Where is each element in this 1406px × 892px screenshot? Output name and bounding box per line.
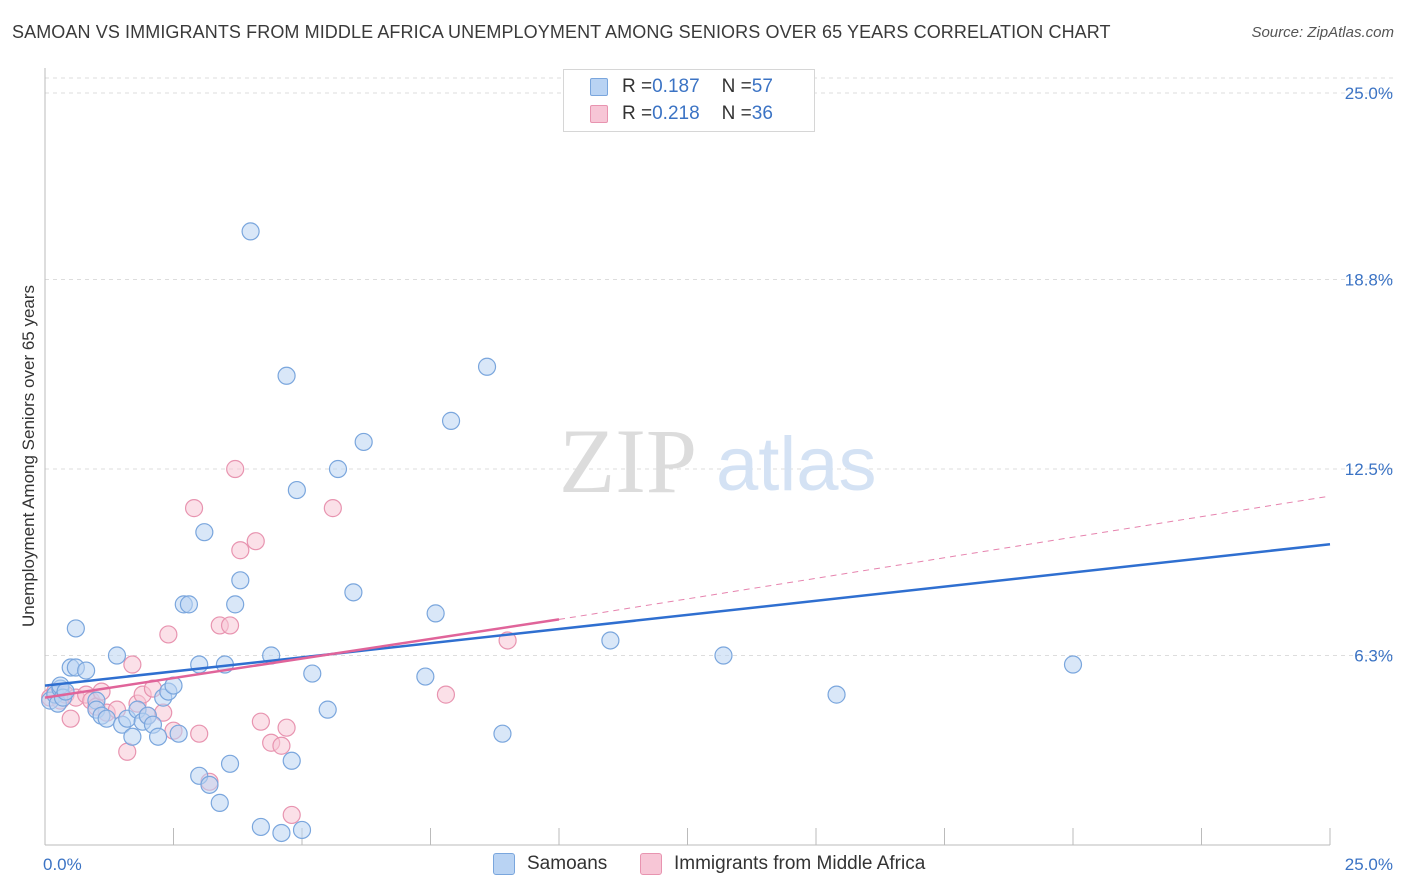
- legend-r-value: 0.218: [652, 103, 700, 124]
- samoans-point: [292, 820, 312, 840]
- samoans-point: [318, 700, 337, 719]
- immigrants-point: [220, 616, 240, 635]
- immigrants-point: [251, 712, 270, 731]
- immigrants-point: [190, 724, 209, 743]
- y-tick-label: 18.8%: [1345, 271, 1393, 290]
- samoans-point: [416, 667, 435, 686]
- watermark: ZIP atlas: [559, 410, 877, 512]
- legend-r-value: 0.187: [652, 76, 700, 97]
- samoans-points: [41, 222, 1083, 843]
- samoans-point: [601, 631, 620, 650]
- samoans-point: [169, 724, 188, 743]
- bottom-legend-label-immigrants: Immigrants from Middle Africa: [674, 853, 926, 874]
- samoans-point: [1063, 655, 1083, 674]
- samoans-point: [210, 793, 229, 812]
- legend-swatch-immigrants: [590, 105, 608, 123]
- bottom-legend-samoans: Samoans: [493, 851, 607, 877]
- immigrants-trend-extension: [558, 495, 1331, 620]
- samoans-point: [66, 619, 85, 638]
- source-credit: Source: ZipAtlas.com: [1251, 24, 1394, 41]
- samoans-point: [241, 222, 260, 241]
- samoans-point: [493, 724, 512, 743]
- legend-row-immigrants: R = 0.218 N = 36: [590, 102, 773, 126]
- samoans-point: [426, 604, 445, 623]
- samoans-point: [328, 459, 348, 479]
- samoans-point: [195, 523, 214, 542]
- immigrants-point: [118, 742, 137, 761]
- samoans-point: [354, 432, 373, 452]
- immigrants-point: [277, 718, 296, 737]
- immigrants-point: [123, 655, 142, 674]
- immigrants-point: [226, 459, 245, 479]
- samoans-point: [277, 366, 296, 385]
- samoans-point: [200, 775, 219, 794]
- axes: [44, 68, 1331, 846]
- samoans-point: [714, 646, 733, 665]
- samoans-point: [477, 357, 497, 376]
- trend-lines: [44, 495, 1331, 699]
- samoans-point: [303, 664, 322, 683]
- legend-n-label: N =: [721, 76, 752, 97]
- gridlines: [45, 77, 1395, 657]
- immigrants-trend-line: [44, 618, 560, 699]
- legend-swatch-samoans: [590, 78, 608, 96]
- bottom-legend-label-samoans: Samoans: [527, 853, 608, 874]
- samoans-point: [77, 661, 96, 680]
- immigrants-point: [184, 499, 204, 518]
- samoans-point: [107, 646, 127, 665]
- bottom-legend-swatch-samoans: [493, 853, 515, 875]
- immigrants-point: [231, 541, 250, 560]
- y-tick-label: 25.0%: [1345, 84, 1393, 103]
- legend-n-label: N =: [721, 103, 752, 124]
- legend-n-value: 57: [751, 76, 773, 97]
- samoans-point: [272, 823, 291, 843]
- samoans-point: [56, 682, 75, 701]
- samoans-point: [220, 754, 240, 773]
- samoans-point: [827, 685, 846, 704]
- immigrants-point: [323, 499, 342, 518]
- watermark-zip: ZIP: [559, 410, 697, 512]
- samoans-point: [226, 595, 245, 614]
- immigrants-point: [282, 805, 301, 825]
- correlation-legend: R = 0.187 N = 57 R = 0.218 N = 36: [563, 69, 815, 132]
- legend-row-samoans: R = 0.187 N = 57: [590, 75, 773, 99]
- y-tick-label: 6.3%: [1354, 647, 1393, 666]
- bottom-legend-swatch-immigrants: [640, 853, 662, 875]
- immigrants-point: [436, 685, 456, 704]
- x-tick-label: 25.0%: [1345, 855, 1393, 874]
- samoans-point: [231, 571, 250, 590]
- chart-title: SAMOAN VS IMMIGRANTS FROM MIDDLE AFRICA …: [12, 22, 1111, 42]
- legend-r-label: R =: [622, 103, 653, 124]
- samoans-point: [287, 480, 306, 500]
- immigrants-point: [246, 532, 265, 551]
- x-tick-label: 0.0%: [43, 855, 82, 874]
- samoans-point: [97, 709, 116, 728]
- samoans-point: [148, 727, 168, 746]
- legend-r-label: R =: [622, 76, 653, 97]
- samoans-point: [123, 727, 142, 746]
- bottom-legend-immigrants: Immigrants from Middle Africa: [640, 851, 925, 877]
- samoans-point: [282, 751, 301, 770]
- immigrants-point: [159, 625, 178, 644]
- samoans-point: [344, 583, 363, 602]
- samoans-point: [441, 411, 461, 430]
- legend-n-value: 36: [751, 103, 773, 124]
- immigrants-point: [272, 736, 291, 755]
- tick-labels: 6.3% 12.5% 18.8% 25.0% 0.0% 25.0%: [43, 84, 1393, 874]
- samoans-point: [179, 595, 199, 614]
- samoans-trend-line: [44, 542, 1331, 687]
- y-axis-label: Unemployment Among Seniors over 65 years: [19, 285, 38, 627]
- y-tick-label: 12.5%: [1345, 460, 1393, 479]
- samoans-point: [251, 817, 270, 837]
- watermark-atlas: atlas: [716, 422, 877, 507]
- immigrants-point: [61, 709, 80, 728]
